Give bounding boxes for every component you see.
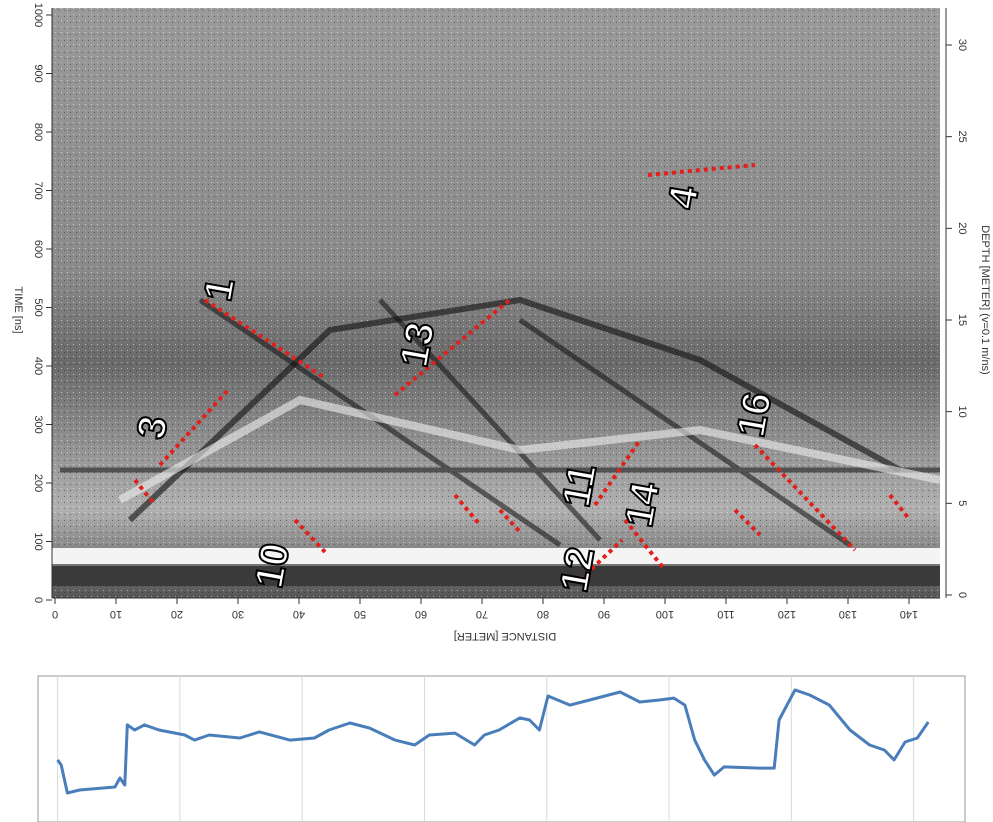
distance-tick-label: 130: [839, 608, 857, 620]
annotation-label: 12: [552, 544, 603, 595]
band: [52, 566, 940, 586]
profile-line: [56, 688, 930, 795]
distance-axis-title: DISTANCE [METER]: [454, 630, 556, 642]
time-tick-label: 0: [32, 597, 44, 603]
depth-tick-label: 25: [956, 131, 968, 143]
band: [52, 548, 940, 564]
distance-tick-label: 140: [900, 608, 918, 620]
depth-tick-label: 30: [956, 39, 968, 51]
depth-tick-label: 15: [956, 314, 968, 326]
distance-tick-label: 30: [232, 608, 244, 620]
time-tick-label: 400: [32, 357, 44, 375]
depth-axis-title: DEPTH [METER] (v=0.1 m/ns): [979, 225, 991, 374]
time-tick-label: 200: [32, 474, 44, 492]
annotation-label: 10: [247, 540, 298, 591]
distance-tick-label: 50: [354, 608, 366, 620]
annotation-label: 13: [392, 319, 443, 370]
time-tick-label: 100: [32, 532, 44, 550]
distance-tick-label: 0: [52, 608, 58, 620]
time-tick-label: 900: [32, 64, 44, 82]
depth-tick-label: 0: [956, 592, 968, 598]
radargram: TIME [ns] DISTANCE [METER] DEPTH [METER]…: [12, 8, 991, 642]
time-tick-label: 700: [32, 181, 44, 199]
time-axis-title: TIME [ns]: [12, 286, 24, 333]
time-tick-label: 600: [32, 240, 44, 258]
distance-tick-label: 110: [717, 608, 735, 620]
time-tick-label: 1000: [32, 3, 44, 27]
distance-tick-label: 40: [293, 608, 305, 620]
distance-tick-label: 70: [476, 608, 488, 620]
time-tick-label: 300: [32, 415, 44, 433]
annotation-label: 16: [729, 389, 780, 440]
time-tick-label: 500: [32, 298, 44, 316]
distance-tick-label: 90: [598, 608, 610, 620]
profile-frame: [37, 675, 966, 822]
depth-tick-label: 10: [956, 406, 968, 418]
distance-tick-label: 120: [778, 608, 796, 620]
distance-tick-label: 80: [537, 608, 549, 620]
distance-tick-label: 60: [415, 608, 427, 620]
distance-tick-label: 100: [656, 608, 674, 620]
reflector: [118, 395, 941, 504]
red-markers: [133, 163, 912, 582]
annotation-label: 14: [617, 478, 668, 530]
depth-tick-label: 20: [956, 222, 968, 234]
distance-tick-label: 10: [110, 608, 122, 620]
reflector: [60, 297, 940, 548]
depth-tick-label: 5: [956, 500, 968, 506]
reflector: [127, 296, 902, 523]
distance-tick-label: 20: [171, 608, 183, 620]
annotation-label: 11: [554, 461, 605, 510]
time-tick-label: 800: [32, 123, 44, 141]
